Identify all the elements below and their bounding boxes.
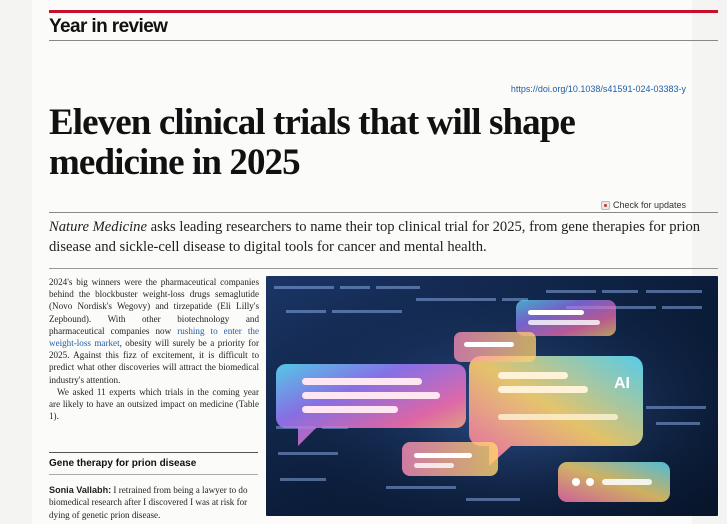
body-paragraph-3: Sonia Vallabh: I retrained from being a … <box>49 484 259 521</box>
body-column: 2024's big winners were the pharmaceutic… <box>49 276 259 422</box>
check-updates-label: Check for updates <box>612 200 686 210</box>
chat-bubble-bottom-right <box>558 462 670 502</box>
chat-bubble-ai: AI <box>469 356 643 466</box>
body-p3-text: I retrained from being a lawyer to do bi… <box>49 485 248 520</box>
doi-link[interactable]: https://doi.org/10.1038/s41591-024-03383… <box>510 84 686 94</box>
weight-loss-market-link[interactable]: rushing to enter the weight-loss market <box>49 325 259 349</box>
body-p1-text-a: 2024's big winners were the pharmaceutic… <box>49 277 259 336</box>
subhead-prion: Gene therapy for prion disease <box>49 458 197 469</box>
body-paragraph-1: 2024's big winners were the pharmaceutic… <box>49 276 259 386</box>
article-illustration: AI <box>266 276 718 516</box>
chat-bubble-bottom <box>402 442 498 476</box>
chat-bubble-top <box>516 300 616 336</box>
author-name: Sonia Vallabh: <box>49 485 112 495</box>
standfirst: Nature Medicine asks leading researchers… <box>49 218 717 257</box>
subhead-top-rule <box>49 452 258 453</box>
check-for-updates-button[interactable]: Check for updates <box>600 200 686 210</box>
standfirst-top-rule <box>49 212 718 213</box>
chat-bubble-left <box>276 364 466 446</box>
journal-name: Nature Medicine <box>49 219 147 235</box>
header-accent-rule <box>49 10 718 13</box>
body-paragraph-2: We asked 11 experts which trials in the … <box>49 386 259 422</box>
body-top-rule <box>49 268 718 269</box>
ai-label: AI <box>614 375 630 392</box>
body-p1-text-b: , obesity will surely be a priority for … <box>49 338 260 385</box>
chat-bubble-mid <box>454 332 536 362</box>
section-label: Year in review <box>49 16 168 37</box>
standfirst-text: asks leading researchers to name their t… <box>49 219 701 255</box>
subhead-bottom-rule <box>49 474 258 475</box>
ai-chat-illustration: AI <box>266 276 718 516</box>
header-divider <box>49 40 718 41</box>
article-headline: Eleven clinical trials that will shape m… <box>49 102 576 183</box>
article-page: Year in review https://doi.org/10.1038/s… <box>32 0 718 524</box>
update-badge-icon <box>600 200 610 210</box>
code-lines-background <box>274 286 706 501</box>
